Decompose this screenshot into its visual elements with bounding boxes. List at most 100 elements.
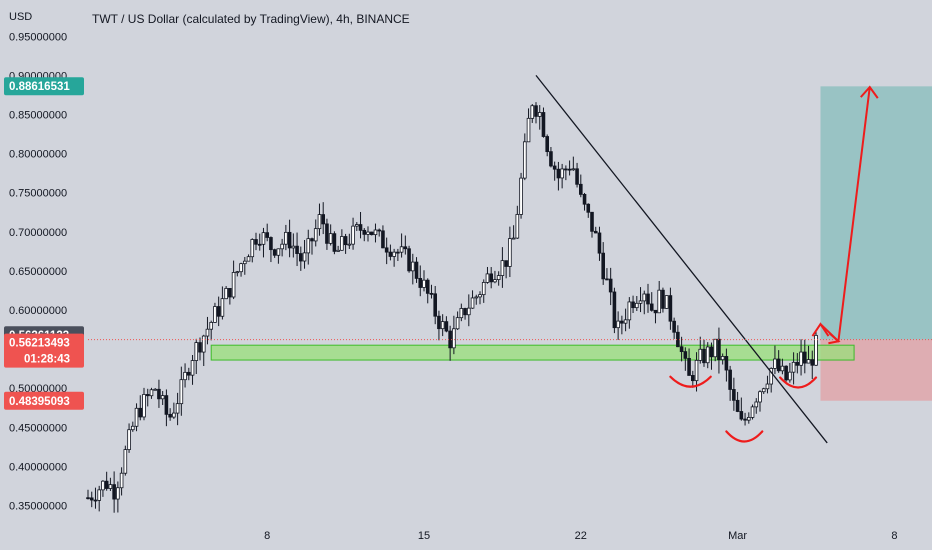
candle-down — [89, 497, 94, 501]
candle-up — [347, 243, 352, 246]
pattern-arc — [725, 430, 764, 443]
time-axis[interactable]: 8 15 22 Mar 8 — [264, 530, 897, 542]
candle-down — [216, 306, 221, 317]
candle-down — [157, 388, 161, 400]
candle-up — [116, 487, 120, 500]
candle-up — [239, 263, 243, 273]
price-tick-label: 0.45000000 — [9, 422, 67, 434]
currency-label: USD — [9, 11, 32, 23]
price-tick-label: 0.75000000 — [9, 188, 67, 200]
candle-down — [702, 348, 706, 364]
candle-down — [776, 358, 781, 372]
candle-up — [635, 302, 639, 309]
candle-up — [799, 351, 803, 366]
candle-up — [153, 388, 158, 391]
candle-down — [605, 278, 609, 281]
candle-down — [631, 301, 635, 309]
pattern-arc — [669, 375, 712, 388]
candle-up — [160, 395, 165, 400]
candle-down — [444, 321, 449, 332]
candle-down — [198, 342, 202, 353]
candle-up — [246, 256, 251, 262]
candle-up — [142, 394, 146, 418]
candle-up — [284, 231, 288, 245]
candle-down — [612, 291, 617, 329]
candle-down — [164, 395, 169, 415]
candle-up — [519, 177, 523, 215]
price-tags-layer: 0.886165310.562611230.5621349301:28:430.… — [4, 77, 84, 410]
candle-down — [377, 229, 381, 232]
candle-up — [758, 391, 762, 403]
candle-down — [425, 279, 430, 294]
candle-down — [597, 232, 602, 254]
price-tick-label: 0.60000000 — [9, 305, 67, 317]
candle-up — [705, 346, 710, 364]
candle-up — [452, 328, 456, 349]
candle-up — [496, 275, 501, 280]
candle-up — [201, 335, 206, 353]
candle-up — [720, 356, 725, 361]
candle-up — [97, 489, 102, 501]
candle-up — [123, 449, 128, 474]
candle-up — [754, 401, 759, 408]
candle-down — [541, 112, 546, 137]
candle-down — [265, 232, 269, 238]
time-tick-label: Mar — [728, 530, 747, 542]
candle-down — [564, 168, 568, 171]
candle-up — [242, 260, 247, 265]
candle-down — [672, 320, 676, 333]
candle-up — [213, 306, 217, 323]
candle-down — [388, 251, 393, 257]
candle-up — [791, 361, 796, 373]
candle-down — [795, 361, 800, 366]
candle-up — [317, 214, 322, 230]
candle-down — [254, 239, 258, 245]
candles-layer — [86, 102, 818, 513]
candle-down — [295, 245, 299, 254]
candle-up — [769, 368, 773, 385]
candle-up — [571, 168, 576, 171]
candle-down — [739, 411, 744, 420]
candle-down — [586, 203, 591, 213]
candle-down — [228, 288, 232, 298]
candle-up — [127, 429, 131, 451]
candle-down — [321, 214, 325, 225]
candle-down — [590, 211, 594, 232]
candle-down — [620, 320, 624, 324]
candle-up — [291, 245, 296, 249]
candle-up — [526, 117, 531, 143]
candle-up — [351, 225, 355, 245]
candle-up — [713, 338, 717, 358]
candle-up — [205, 328, 210, 337]
candle-down — [403, 246, 408, 250]
candle-down — [803, 351, 807, 364]
candle-down — [463, 308, 467, 316]
candle-up — [190, 360, 195, 376]
candle-up — [340, 236, 344, 251]
candle-up — [366, 231, 370, 235]
candle-up — [354, 224, 359, 227]
candle-up — [788, 371, 792, 381]
candle-down — [429, 292, 434, 295]
candle-up — [459, 308, 464, 319]
candle-down — [310, 238, 314, 242]
price-tick-label: 0.95000000 — [9, 31, 67, 43]
price-tag — [4, 77, 84, 96]
candle-up — [493, 279, 497, 283]
candle-down — [582, 193, 587, 205]
target-zone — [820, 86, 932, 340]
arrow-tip-up — [811, 322, 830, 337]
candle-up — [515, 214, 520, 239]
candle-down — [709, 346, 714, 358]
candle-down — [93, 499, 98, 502]
candle-down — [653, 309, 658, 314]
zones-layer — [210, 86, 932, 401]
candle-up — [530, 105, 535, 119]
candle-up — [747, 416, 751, 421]
candle-up — [616, 320, 620, 329]
candle-up — [638, 300, 643, 304]
time-tick-label: 22 — [575, 530, 587, 542]
candle-up — [523, 141, 527, 179]
